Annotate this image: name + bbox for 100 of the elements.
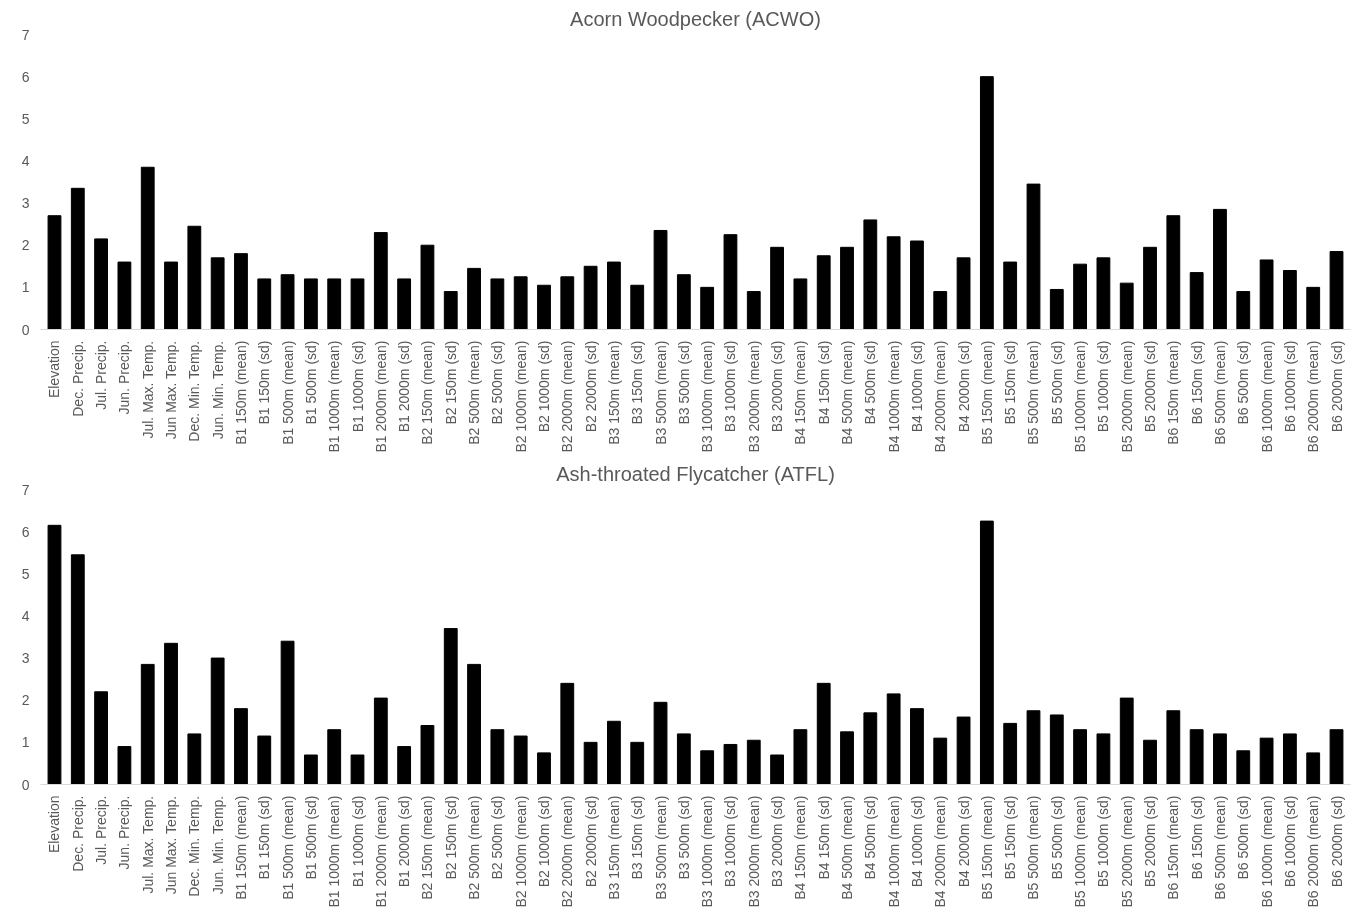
bar: [234, 253, 248, 330]
x-tick-label: B1 1000m (sd): [349, 795, 366, 888]
bar: [257, 278, 272, 330]
bar: [1119, 697, 1134, 785]
bar: [723, 234, 738, 330]
x-tick-label: Dec. Precip.: [69, 795, 86, 872]
x-tick-label: B6 2000m (mean): [1305, 340, 1322, 453]
bar: [117, 261, 132, 330]
bar: [956, 716, 971, 785]
x-tick-label: B6 2000m (sd): [1328, 340, 1345, 433]
x-tick-label: B1 500m (sd): [302, 340, 319, 425]
bar: [816, 682, 831, 785]
x-tick-label: B4 2000m (sd): [955, 795, 972, 888]
x-tick-label: B5 500m (sd): [1048, 795, 1065, 880]
x-tick-label: B3 1000m (sd): [722, 795, 739, 888]
bar: [397, 746, 412, 785]
x-tick-label: B5 500m (mean): [1025, 340, 1042, 445]
bar: [676, 274, 691, 330]
y-tick-label: 5: [21, 110, 30, 127]
bar: [607, 720, 621, 785]
bar: [140, 166, 155, 330]
x-tick-label: B6 500m (sd): [1235, 340, 1252, 425]
bar: [1003, 261, 1018, 330]
bar: [723, 743, 738, 785]
x-tick-label: B1 2000m (sd): [396, 795, 413, 888]
chart-title: Acorn Woodpecker (ACWO): [570, 7, 821, 30]
bar: [164, 261, 178, 330]
bar: [793, 729, 808, 785]
bar: [1073, 263, 1088, 330]
bar: [933, 291, 948, 330]
x-tick-label: B1 1000m (mean): [326, 340, 343, 453]
x-tick-label: B1 500m (sd): [302, 795, 319, 880]
bar: [933, 737, 948, 785]
bar: [117, 746, 132, 785]
x-tick-label: B6 1000m (sd): [1281, 795, 1298, 888]
x-tick-label: B5 150m (mean): [978, 795, 995, 900]
bar: [187, 733, 202, 785]
bar: [583, 265, 598, 330]
x-tick-label: B2 500m (sd): [489, 340, 506, 425]
x-tick-label: B2 500m (mean): [466, 340, 483, 445]
x-tick-label: B4 500m (sd): [862, 795, 879, 880]
x-tick-label: B4 2000m (mean): [932, 795, 949, 908]
bar: [210, 257, 225, 330]
x-tick-label: B1 2000m (sd): [396, 340, 413, 433]
bar: [47, 524, 62, 785]
bar: [1143, 739, 1157, 785]
x-tick-label: B4 1000m (sd): [908, 340, 925, 433]
x-tick-label: B1 2000m (mean): [372, 795, 389, 908]
bar: [653, 701, 668, 785]
y-tick-label: 5: [21, 565, 30, 582]
y-tick-label: 0: [21, 321, 30, 338]
bar: [746, 291, 761, 330]
y-tick-label: 2: [21, 692, 30, 709]
x-tick-label: B4 150m (sd): [815, 340, 832, 425]
bar: [979, 76, 994, 330]
bar: [1049, 714, 1064, 785]
x-tick-label: B4 500m (mean): [839, 795, 856, 900]
bar: [373, 232, 388, 330]
y-tick-label: 2: [21, 237, 30, 254]
bar: [863, 712, 878, 785]
bar: [583, 741, 598, 785]
x-tick-label: B2 150m (sd): [442, 795, 459, 880]
x-tick-label: B5 1000m (sd): [1095, 795, 1112, 888]
y-tick-label: 1: [21, 279, 30, 296]
bar: [537, 752, 551, 785]
x-tick-label: B4 2000m (mean): [932, 340, 949, 453]
bar: [630, 741, 645, 785]
y-tick-label: 4: [21, 607, 30, 624]
x-tick-label: B1 150m (sd): [256, 795, 273, 880]
x-tick-label: B3 2000m (sd): [769, 340, 786, 433]
x-tick-label: Jul. Max. Temp.: [139, 340, 156, 439]
x-tick-label: B2 1000m (mean): [512, 340, 529, 453]
bar: [560, 682, 575, 785]
x-tick-label: B6 150m (sd): [1188, 795, 1205, 880]
x-tick-label: B6 2000m (mean): [1305, 795, 1322, 908]
bar: [793, 278, 808, 330]
x-tick-label: B1 150m (mean): [232, 340, 249, 445]
x-tick-label: B6 1000m (mean): [1258, 795, 1275, 908]
bar: [746, 739, 761, 785]
x-tick-label: Jun. Precip.: [116, 340, 133, 415]
bar: [1189, 272, 1204, 330]
bar: [1096, 257, 1111, 330]
bar: [1306, 286, 1321, 330]
bar: [1003, 722, 1018, 785]
bar: [350, 278, 365, 330]
bar: [886, 693, 901, 785]
x-tick-label: B6 500m (mean): [1211, 795, 1228, 900]
bar: [1096, 733, 1111, 785]
y-tick-label: 1: [21, 734, 30, 751]
bar: [70, 554, 85, 785]
x-tick-label: B5 1000m (mean): [1072, 340, 1089, 453]
x-tick-label: B6 2000m (sd): [1328, 795, 1345, 888]
bar: [1189, 729, 1204, 785]
x-tick-label: B2 150m (sd): [442, 340, 459, 425]
x-tick-label: B3 500m (sd): [675, 795, 692, 880]
y-tick-label: 3: [21, 650, 30, 667]
x-tick-label: B1 1000m (sd): [349, 340, 366, 433]
x-tick-label: B5 150m (mean): [978, 340, 995, 445]
bar: [397, 278, 412, 330]
bar: [490, 729, 505, 785]
